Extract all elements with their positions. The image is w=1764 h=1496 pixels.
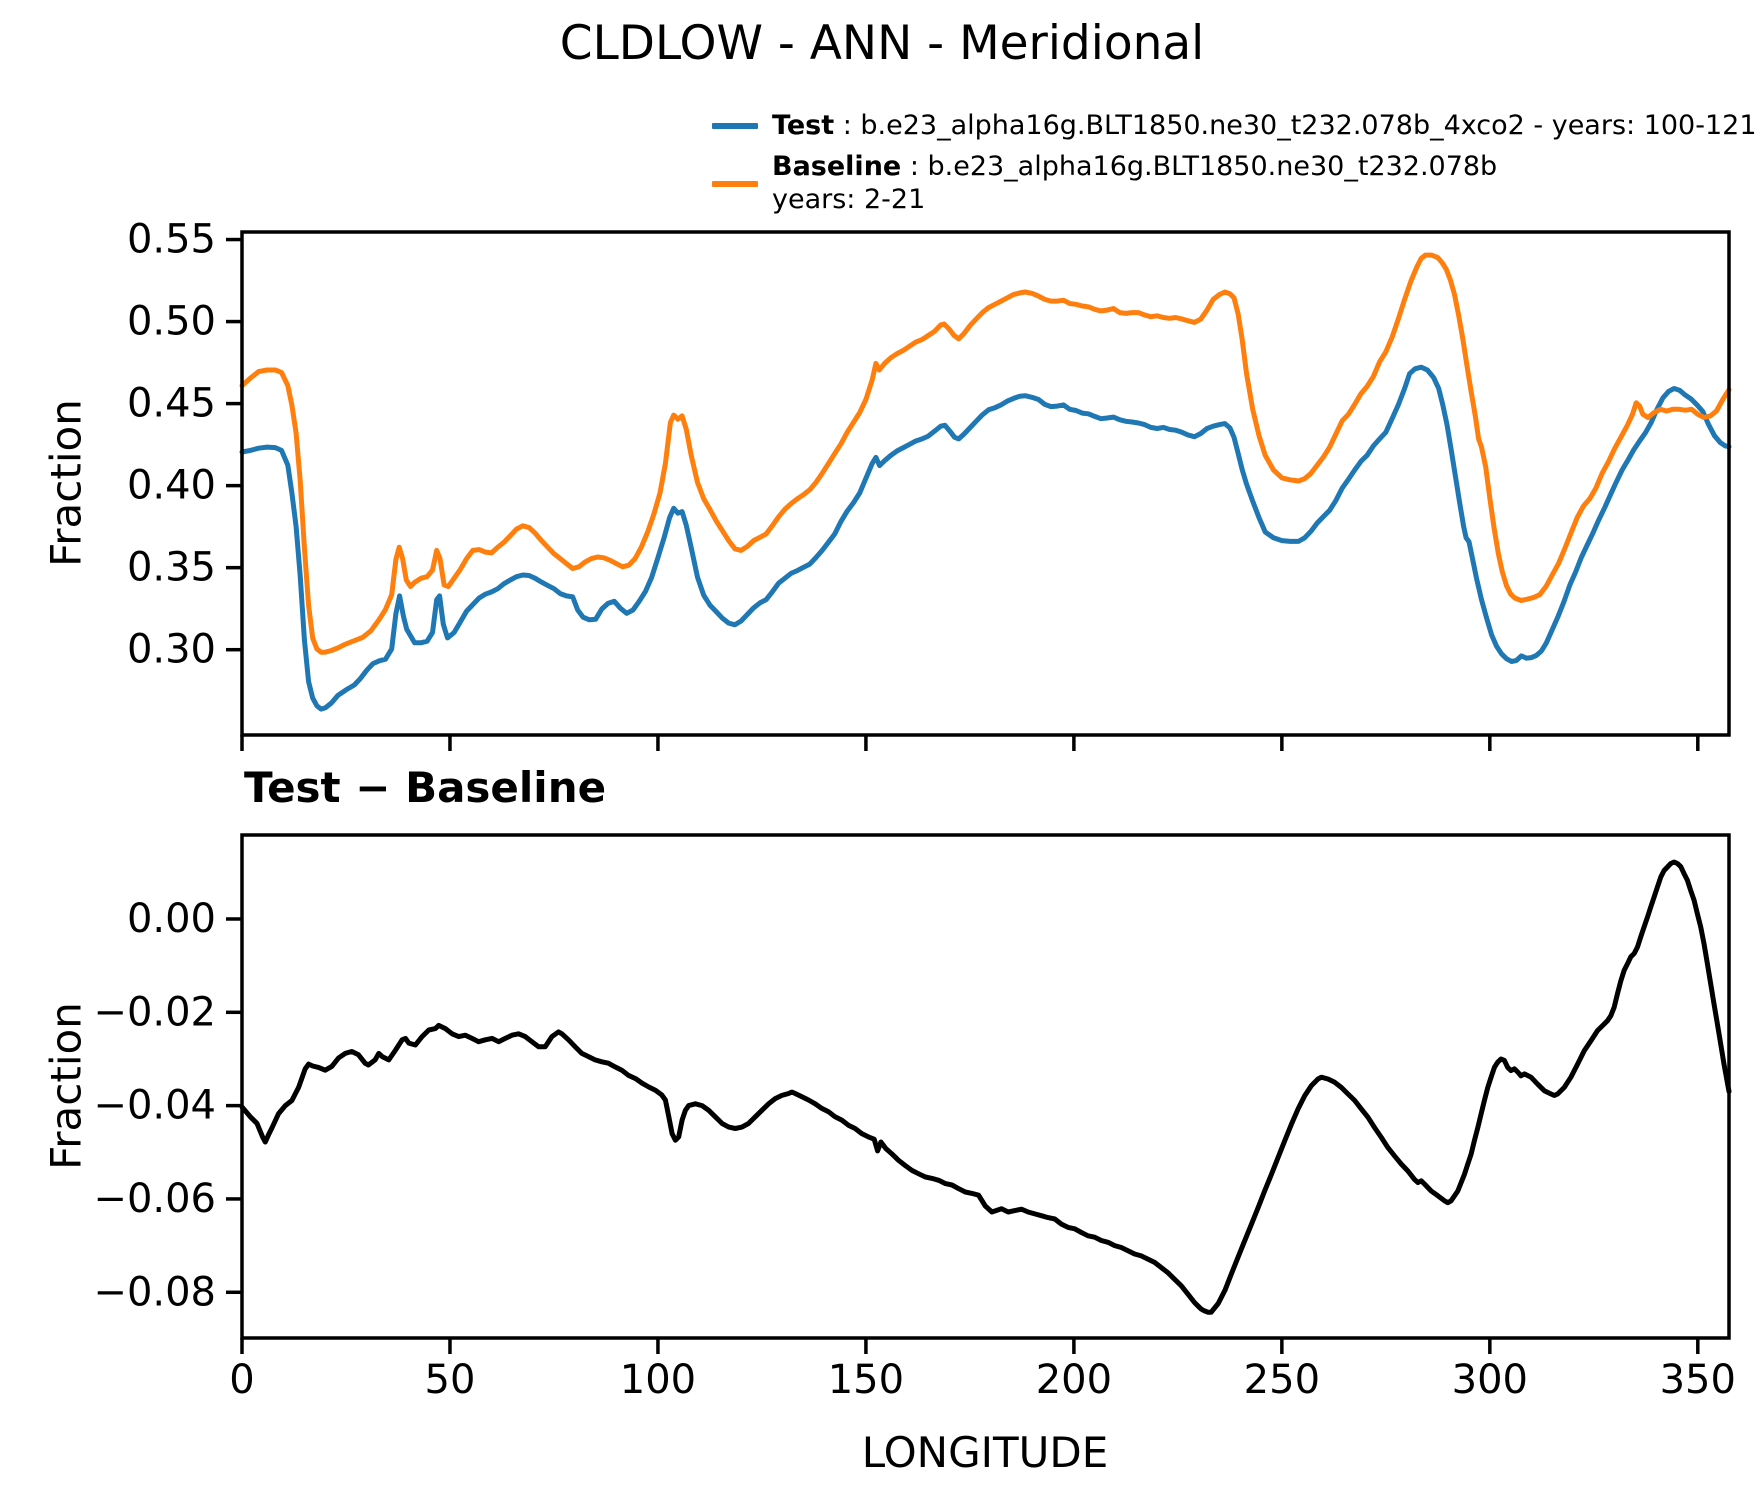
legend-test-label: Test — [772, 110, 835, 141]
test-line-swatch — [712, 122, 758, 129]
legend-baseline-rest: : b.e23_alpha16g.BLT1850.ne30_t232.078b — [901, 151, 1498, 182]
y-tick-label: −0.02 — [93, 989, 216, 1035]
x-tick-label: 300 — [1452, 1357, 1528, 1403]
x-tick-label: 50 — [425, 1357, 476, 1403]
y-tick-label: 0.50 — [127, 299, 216, 345]
y-tick-label: 0.30 — [127, 627, 216, 673]
baseline-line-swatch — [712, 180, 758, 187]
y-tick-label: −0.08 — [93, 1269, 216, 1315]
y-tick-label: −0.06 — [93, 1176, 216, 1222]
panel-2-spines — [240, 833, 1731, 1340]
x-tick-label: 0 — [229, 1357, 254, 1403]
y-tick-label: 0.00 — [127, 896, 216, 942]
x-tick-label: 200 — [1036, 1357, 1112, 1403]
y-tick-label: 0.35 — [127, 545, 216, 591]
x-tick-label: 100 — [620, 1357, 696, 1403]
series-line-test-baseline — [239, 859, 1732, 1315]
legend-baseline-text: Baseline : b.e23_alpha16g.BLT1850.ne30_t… — [772, 151, 1497, 217]
x-axis-label: LONGITUDE — [861, 1428, 1109, 1477]
legend-test-text: Test : b.e23_alpha16g.BLT1850.ne30_t232.… — [772, 110, 1757, 141]
chart-title: CLDLOW - ANN - Meridional — [559, 16, 1205, 71]
y-tick-label: 0.45 — [127, 381, 216, 427]
series-line-test — [239, 364, 1732, 712]
legend-entry-test: Test : b.e23_alpha16g.BLT1850.ne30_t232.… — [712, 110, 1757, 141]
x-tick-label: 150 — [828, 1357, 904, 1403]
x-tick-label: 250 — [1244, 1357, 1320, 1403]
panel-1-spines — [240, 230, 1731, 737]
x-tick-label: 350 — [1660, 1357, 1736, 1403]
legend-baseline-label: Baseline — [772, 151, 902, 182]
legend: Test : b.e23_alpha16g.BLT1850.ne30_t232.… — [712, 110, 1757, 217]
y-tick-label: 0.40 — [127, 463, 216, 509]
legend-baseline-years: years: 2-21 — [772, 183, 926, 215]
legend-test-rest: : b.e23_alpha16g.BLT1850.ne30_t232.078b_… — [834, 110, 1757, 141]
y-tick-label: 0.55 — [127, 217, 216, 263]
y-tick-label: −0.04 — [93, 1083, 216, 1129]
bottom-panel-title: Test − Baseline — [244, 763, 607, 812]
series-line-baseline — [239, 252, 1732, 655]
legend-entry-baseline: Baseline : b.e23_alpha16g.BLT1850.ne30_t… — [712, 151, 1757, 217]
